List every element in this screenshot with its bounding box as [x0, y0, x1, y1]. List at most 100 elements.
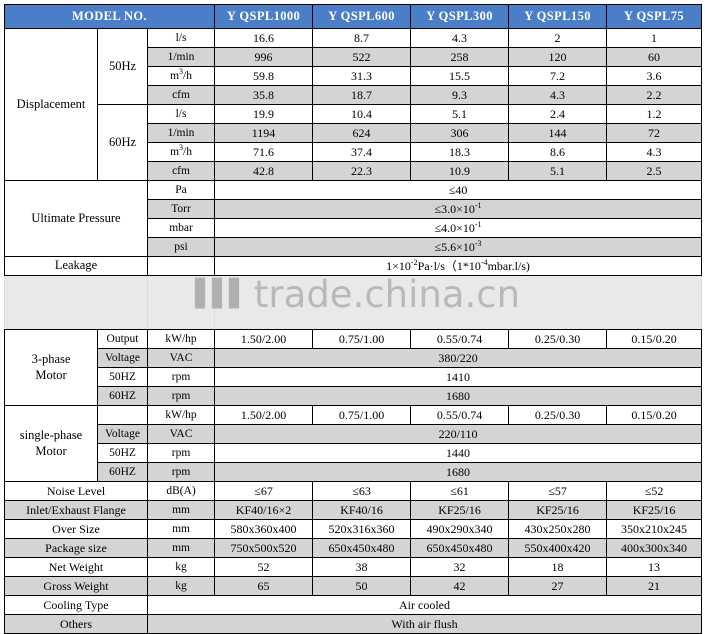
ultimate-pressure-value: ≤3.0×10-1 [214, 199, 703, 219]
displacement-value: 5.1 [410, 104, 510, 124]
table-row: 1/min 996 522 258 120 60 [5, 47, 703, 67]
displacement-value: 8.7 [312, 28, 412, 48]
motor-single-phase-unit: rpm [146, 443, 216, 463]
spec-value: ≤52 [606, 481, 703, 501]
spec-unit: kg [146, 557, 216, 577]
displacement-label: Displacement [4, 28, 98, 181]
motor-3phase-label-line1: 3-phase [31, 351, 71, 366]
header-model-1: Y QSPL600 [312, 4, 412, 29]
displacement-value: 7.2 [508, 66, 608, 86]
spec-value: KF25/16 [606, 500, 703, 520]
table-row: Ultimate Pressure Pa ≤40 [4, 180, 703, 257]
leakage-unit [146, 256, 216, 276]
motor-3phase-label: 3-phase Motor [4, 329, 98, 406]
spec-value: KF40/16×2 [214, 500, 314, 520]
watermark-cell [146, 275, 216, 330]
header-model-4: Y QSPL75 [606, 4, 703, 29]
motor-single-phase-value: 0.25/0.30 [508, 405, 608, 425]
spec-value: 21 [606, 576, 703, 596]
displacement-value: 35.8 [214, 85, 314, 105]
displacement-value: 60 [606, 47, 703, 67]
watermark-cell [214, 275, 703, 330]
ultimate-pressure-unit: Torr [146, 199, 216, 219]
displacement-value: 2 [508, 28, 608, 48]
motor-single-phase-unit: kW/hp [146, 405, 216, 425]
displacement-unit: m3/h [146, 142, 216, 162]
spec-unit: mm [146, 538, 216, 558]
leakage-value: 1×10-2Pa·l/s（1*10-4mbar.l/s) [214, 256, 703, 276]
ultimate-pressure-value: ≤40 [214, 180, 703, 200]
spec-value: 520x316x360 [312, 519, 412, 539]
spec-label: Inlet/Exhaust Flange [4, 500, 148, 520]
table-row: Others With air flush [4, 614, 703, 634]
displacement-unit: cfm [146, 161, 216, 181]
displacement-value: 1.2 [606, 104, 703, 124]
leakage-label: Leakage [4, 256, 148, 276]
displacement-value: 2.2 [606, 85, 703, 105]
displacement-value: 2.5 [606, 161, 703, 181]
footer-label: Others [4, 614, 148, 634]
table-row: single-phase Motor kW/hp 1.50/2.00 0.75/1.00… [4, 405, 703, 482]
displacement-value: 1 [606, 28, 703, 48]
header-model-2: Y QSPL300 [410, 4, 510, 29]
displacement-value: 72 [606, 123, 703, 143]
spec-value: KF25/16 [508, 500, 608, 520]
spec-value: 38 [312, 557, 412, 577]
motor-single-phase-value: 1.50/2.00 [214, 405, 314, 425]
motor-3phase-value: 1.50/2.00 [214, 329, 314, 349]
table-row: 50HZ rpm 1440 [5, 443, 703, 463]
motor-single-phase-value: 0.75/1.00 [312, 405, 412, 425]
spec-unit: dB(A) [146, 481, 216, 501]
spec-value: KF25/16 [410, 500, 510, 520]
motor-single-phase-param: 60HZ [97, 462, 148, 482]
table-row: Cooling Type Air cooled [4, 595, 703, 615]
spec-value: 550x400x420 [508, 538, 608, 558]
displacement-value: 996 [214, 47, 314, 67]
displacement-value: 19.9 [214, 104, 314, 124]
motor-single-phase-value: 220/110 [214, 424, 703, 444]
spec-value: 13 [606, 557, 703, 577]
displacement-unit: l/s [146, 104, 216, 124]
motor-single-phase-unit: rpm [146, 462, 216, 482]
displacement-value: 18.3 [410, 142, 510, 162]
displacement-value: 522 [312, 47, 412, 67]
ultimate-pressure-unit: mbar [146, 218, 216, 238]
motor-3phase-label-line2: Motor [35, 367, 67, 382]
ultimate-pressure-unit: psi [146, 237, 216, 257]
spec-value: 750x500x520 [214, 538, 314, 558]
spec-value: 650x450x480 [312, 538, 412, 558]
spec-value: 350x210x245 [606, 519, 703, 539]
motor-3phase-value: 0.25/0.30 [508, 329, 608, 349]
table-row: 50HZ rpm 1410 [5, 367, 703, 387]
spec-value: 490x290x340 [410, 519, 510, 539]
motor-3phase-param: 60HZ [97, 386, 148, 406]
displacement-value: 15.5 [410, 66, 510, 86]
table-row: 60Hz l/s 19.9 10.4 5.1 2.4 1.2 [5, 104, 703, 181]
displacement-unit: l/s [146, 28, 216, 48]
motor-3phase-value: 0.15/0.20 [606, 329, 703, 349]
table-row: Voltage VAC 220/110 [5, 424, 703, 444]
spec-label: Gross Weight [4, 576, 148, 596]
ultimate-pressure-value: ≤4.0×10-1 [214, 218, 703, 238]
table-row: Voltage VAC 380/220 [5, 348, 703, 368]
spec-label: Package size [4, 538, 148, 558]
displacement-value: 37.4 [312, 142, 412, 162]
motor-3phase-unit: kW/hp [146, 329, 216, 349]
motor-3phase-value: 1680 [214, 386, 703, 406]
displacement-value: 120 [508, 47, 608, 67]
motor-3phase-unit: rpm [146, 367, 216, 387]
table-body: MODEL NO. Y QSPL1000 Y QSPL600 Y QSPL300 Y Q… [3, 4, 703, 634]
header-model-0: Y QSPL1000 [214, 4, 314, 29]
table-row: Net Weight kg 52 38 32 18 13 [4, 557, 703, 577]
displacement-value: 4.3 [410, 28, 510, 48]
motor-single-phase-value: 0.55/0.74 [410, 405, 510, 425]
spec-value: 27 [508, 576, 608, 596]
spec-value: 650x450x480 [410, 538, 510, 558]
spec-value: ≤63 [312, 481, 412, 501]
displacement-value: 4.3 [606, 142, 703, 162]
table-row: Gross Weight kg 65 50 42 27 21 [4, 576, 703, 596]
displacement-value: 2.4 [508, 104, 608, 124]
spec-label: Over Size [4, 519, 148, 539]
displacement-value: 1194 [214, 123, 314, 143]
spec-value: ≤67 [214, 481, 314, 501]
